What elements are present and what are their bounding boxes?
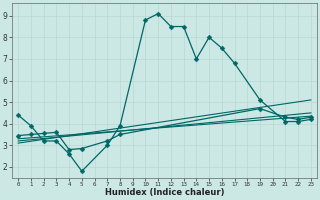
X-axis label: Humidex (Indice chaleur): Humidex (Indice chaleur): [105, 188, 224, 197]
